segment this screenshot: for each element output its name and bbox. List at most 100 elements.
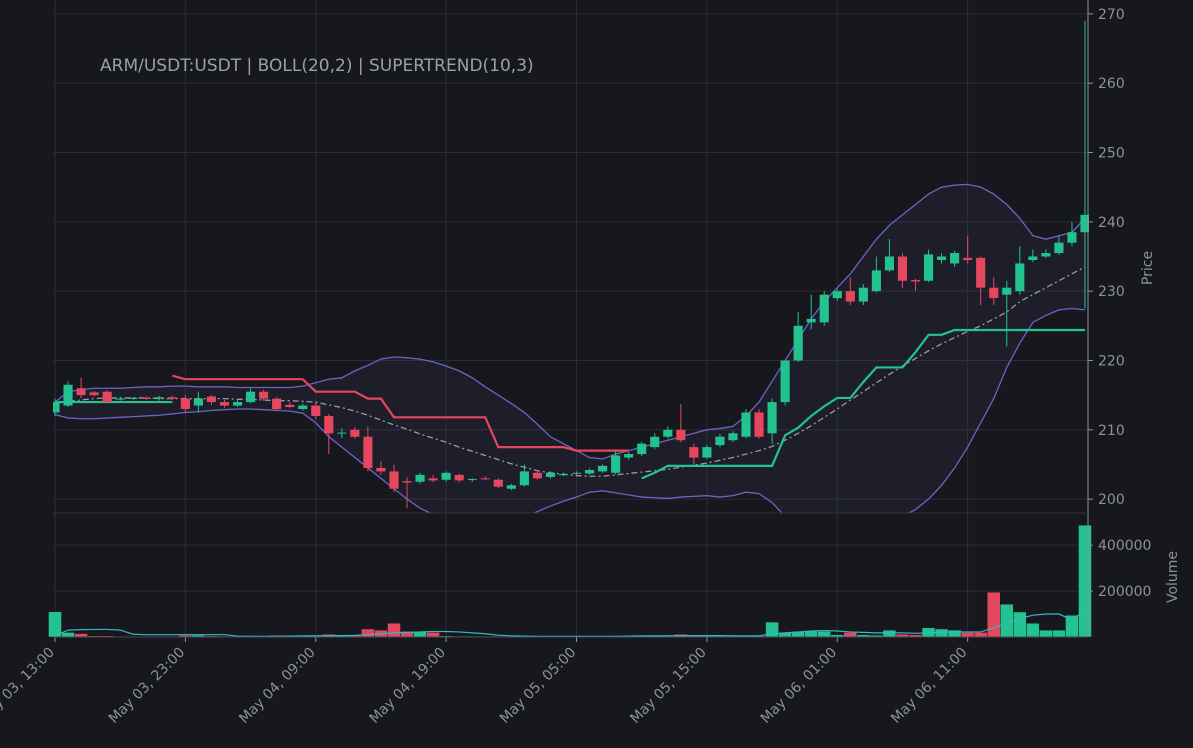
candle-body (871, 270, 881, 292)
band-fill (55, 184, 1085, 513)
candle-body (480, 478, 490, 480)
candle-body (806, 318, 816, 323)
candle-body (598, 465, 608, 472)
candle-body (663, 429, 673, 437)
volume-bar (426, 632, 440, 638)
candle-body (950, 253, 960, 264)
volume-ma-line (54, 610, 1086, 637)
y-tick-label: 260 (1098, 76, 1125, 92)
candle-body (780, 360, 790, 403)
candle-body (650, 436, 660, 448)
candle-body (584, 470, 595, 474)
candle-body (637, 443, 647, 455)
candle-body (845, 291, 855, 302)
candle-body (141, 397, 151, 399)
indicator-line (54, 183, 1086, 460)
y-tick-label: 220 (1098, 353, 1125, 369)
candle-body (519, 471, 529, 486)
candle-body (1054, 242, 1064, 254)
volume-bar (947, 629, 962, 638)
volume-bar (804, 631, 818, 638)
grid (53, 0, 1088, 637)
candle-body (532, 472, 542, 479)
candle-body (728, 433, 738, 441)
price-panel (53, 20, 1089, 513)
volume-bar (361, 628, 375, 638)
candle-body (63, 384, 73, 406)
y-axis-label: Volume (1165, 551, 1181, 603)
volume-bar (843, 632, 858, 638)
volume-bar (1000, 603, 1014, 638)
candle-body (454, 474, 464, 481)
volume-bar (387, 622, 401, 638)
volume-bar (882, 629, 897, 638)
candle-body (298, 405, 308, 410)
indicator-line (172, 374, 629, 452)
candle-body (897, 256, 908, 281)
candle-body (311, 405, 321, 416)
candle-body (1041, 253, 1051, 257)
candle-body (1028, 256, 1038, 260)
y-tick-label: 200 (1098, 492, 1125, 508)
volume-bar (1039, 629, 1053, 638)
candle-body (167, 397, 177, 399)
candle-body (884, 256, 894, 271)
volume-bar (1065, 614, 1079, 638)
y-tick-label: 200000 (1098, 584, 1151, 600)
volume-bar (1013, 611, 1027, 638)
candle-body (910, 280, 921, 282)
candle-body (246, 391, 256, 403)
y-tick-label: 240 (1098, 215, 1125, 231)
candle-body (858, 287, 868, 302)
y-axis-label: Price (1140, 251, 1156, 285)
candle-body (467, 479, 477, 481)
candle-body (76, 388, 86, 396)
candle-body (1002, 287, 1012, 295)
candle-body (923, 254, 934, 281)
candle-body (324, 415, 334, 434)
volume-bar (61, 632, 75, 638)
candle-body (793, 325, 803, 361)
candle-body (676, 429, 686, 441)
candle-body (571, 472, 582, 474)
candle-body (272, 398, 282, 410)
candle-body (206, 396, 217, 403)
candle-body (180, 398, 190, 410)
candle-body (1067, 232, 1077, 243)
candle-body (53, 402, 60, 413)
y-tick-label: 400000 (1098, 538, 1151, 554)
candle-body (989, 287, 999, 299)
candle-body (259, 391, 269, 399)
indicator-line (54, 307, 1086, 513)
candle-body (976, 257, 986, 288)
candle-body (219, 402, 230, 406)
y-tick-label: 250 (1098, 146, 1125, 162)
candle-body (545, 472, 556, 477)
candle-body (402, 481, 412, 483)
candle-body (89, 392, 99, 396)
candle-body (285, 404, 295, 407)
candle-body (937, 256, 947, 260)
volume-bar (817, 631, 832, 638)
candle-body (767, 402, 777, 434)
candle-body (832, 291, 842, 299)
candle-body (611, 455, 621, 473)
candle-body (1080, 214, 1089, 233)
candle-body (154, 397, 164, 399)
candle-body (715, 436, 725, 446)
candle-body (506, 485, 516, 489)
candle-body (1015, 263, 1025, 292)
candle-body (741, 412, 751, 437)
candle-body (493, 479, 503, 487)
candle-body (232, 402, 243, 406)
indicator-line (54, 266, 1086, 477)
volume-bar (973, 632, 988, 638)
candle-body (558, 474, 569, 476)
candle-body (376, 467, 386, 472)
volume-bar (1052, 629, 1066, 638)
candle-body (102, 391, 112, 403)
volume-bar (74, 633, 88, 638)
candle-body (115, 398, 125, 400)
volume-bar (1078, 524, 1092, 638)
